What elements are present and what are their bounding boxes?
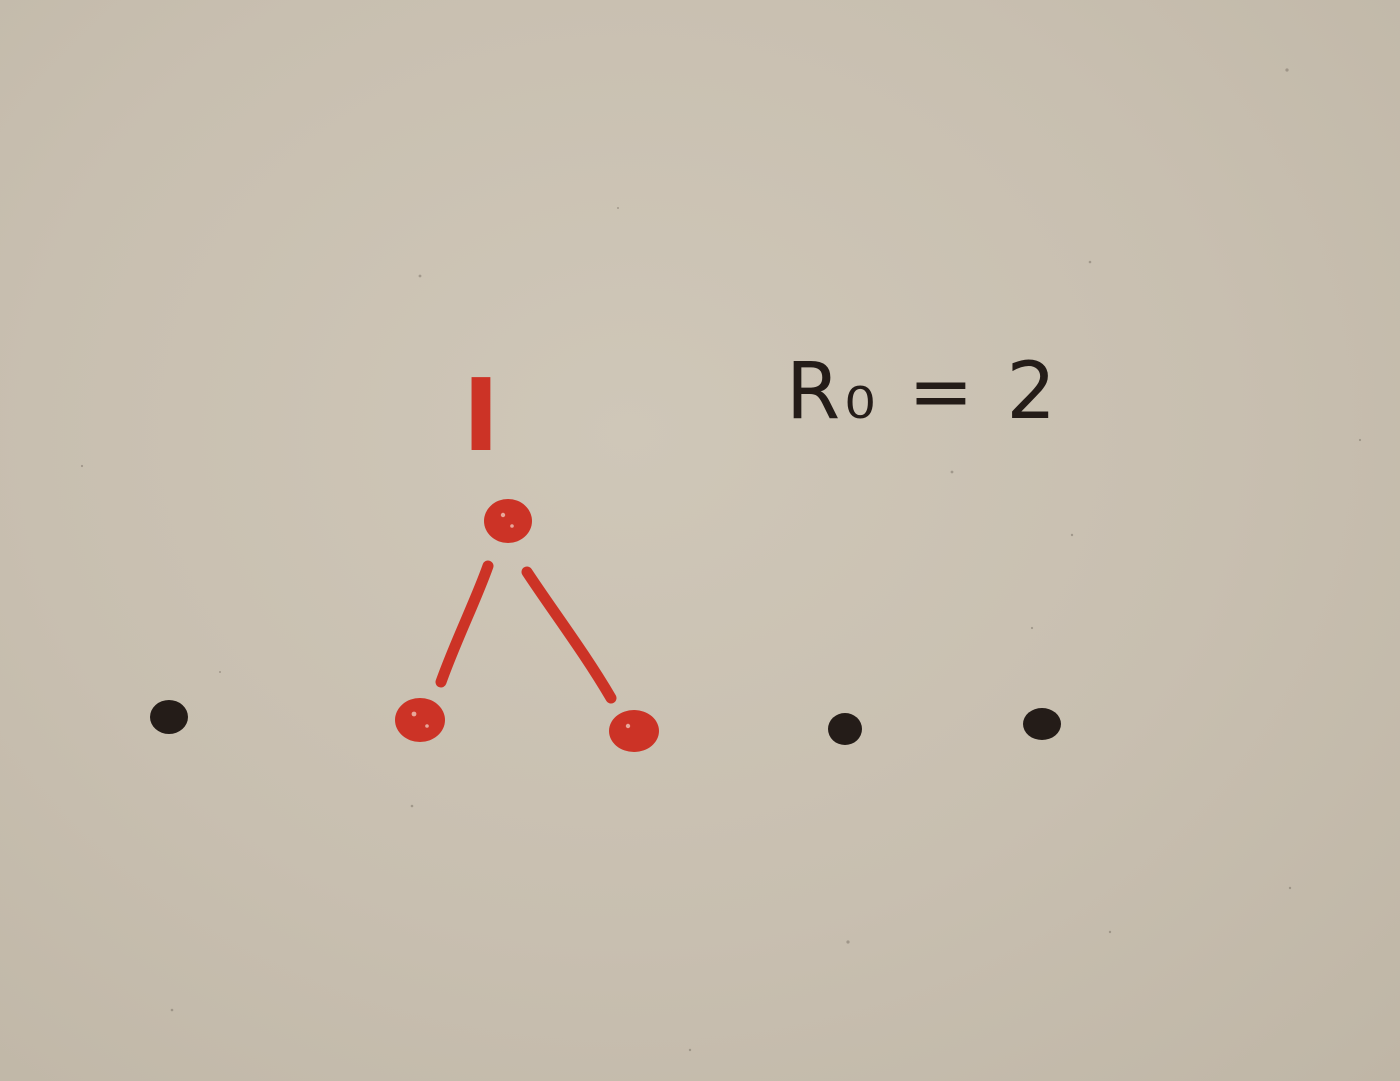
- infected-label: I: [462, 357, 499, 474]
- node-susceptible-2: [828, 713, 862, 745]
- node-secondary-left: [395, 698, 445, 742]
- node-susceptible-1: [150, 700, 188, 734]
- node-susceptible-3: [1023, 708, 1061, 740]
- edge-infected-to-left: [435, 560, 494, 688]
- node-infected: [484, 499, 532, 543]
- paper-texture: [80, 68, 1362, 1052]
- edge-infected-to-right: [521, 566, 617, 704]
- r0-label: R₀ = 2: [786, 347, 1060, 437]
- node-secondary-right: [609, 710, 659, 752]
- transmission-edges: [435, 560, 617, 704]
